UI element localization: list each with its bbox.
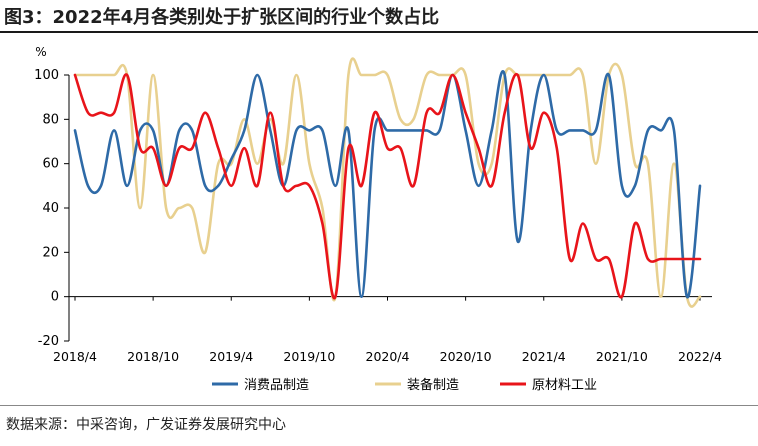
legend-label: 装备制造 <box>407 377 459 393</box>
legend-item-materials: 原材料工业 <box>500 378 597 393</box>
y-tick-label: 60 <box>42 157 59 172</box>
series-materials-line <box>73 72 702 300</box>
x-tick-label: 2020/10 <box>440 349 492 364</box>
x-tick-label: 2018/10 <box>127 349 179 364</box>
x-tick-label: 2019/10 <box>283 349 335 364</box>
legend-label: 原材料工业 <box>532 378 597 393</box>
source-rule <box>0 405 758 406</box>
line-chart: % -20 0 20 40 60 80 100 2018/4 2018/10 2019/4 2019… <box>34 45 722 393</box>
y-tick-label: -20 <box>38 334 59 349</box>
x-tick-label: 2021/10 <box>596 349 648 364</box>
series-equipment-line <box>73 57 702 308</box>
y-tick-label: 100 <box>34 68 59 83</box>
legend-item-equipment: 装备制造 <box>375 377 459 393</box>
source-note: 数据来源：中采咨询，广发证券发展研究中心 <box>6 417 286 433</box>
x-tick-label: 2021/4 <box>522 349 566 364</box>
axes: -20 0 20 40 60 80 100 2018/4 2018/10 2019/4 2019/1… <box>34 68 722 364</box>
legend-label: 消费品制造 <box>244 378 309 393</box>
x-tick-label: 2018/4 <box>53 349 97 364</box>
legend-item-consumer: 消费品制造 <box>212 378 309 393</box>
legend: 消费品制造 装备制造 原材料工业 <box>212 377 597 393</box>
y-tick-label: 20 <box>42 245 59 260</box>
x-tick-label: 2020/4 <box>366 349 410 364</box>
y-tick-label: 80 <box>42 112 59 127</box>
y-tick-label: 0 <box>51 290 59 305</box>
series-consumer-line <box>73 70 702 299</box>
series-layer <box>73 57 702 308</box>
title-rule <box>0 31 758 33</box>
x-tick-label: 2022/4 <box>678 349 722 364</box>
y-unit-label: % <box>35 45 46 59</box>
y-tick-label: 40 <box>42 201 59 216</box>
x-tick-label: 2019/4 <box>209 349 253 364</box>
figure-title: 图3：2022年4月各类别处于扩张区间的行业个数占比 <box>4 7 440 28</box>
